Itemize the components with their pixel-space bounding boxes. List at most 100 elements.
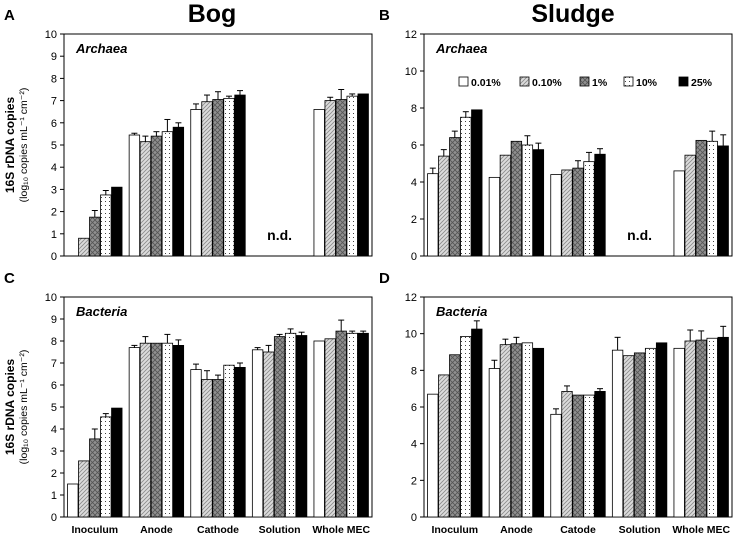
bar — [128, 347, 141, 518]
bar — [139, 141, 152, 257]
bar — [111, 407, 123, 518]
legend-swatch-3 — [623, 76, 634, 87]
bar — [644, 347, 657, 518]
bar — [335, 330, 347, 518]
bar — [684, 340, 696, 518]
bar — [471, 328, 483, 518]
not-detected-annotation: n.d. — [627, 227, 652, 243]
bar — [583, 161, 595, 257]
bar — [190, 369, 202, 518]
category-group: Solution — [251, 328, 308, 536]
bar — [273, 336, 286, 518]
y-tick-label: 4 — [51, 424, 57, 436]
panel-title: Archaea — [75, 41, 127, 56]
bar — [706, 337, 718, 518]
bar — [161, 342, 174, 518]
y-tick-label: 7 — [51, 358, 57, 370]
bar — [427, 393, 439, 518]
bar — [346, 332, 358, 518]
category-group: Inoculum — [427, 320, 483, 536]
bar — [357, 93, 369, 257]
bar — [499, 154, 512, 257]
y-tick-label: 0 — [411, 512, 417, 524]
y-tick-label: 6 — [411, 402, 417, 414]
x-category-label: Anode — [500, 524, 533, 536]
y-tick-label: 8 — [51, 336, 57, 348]
x-category-label: Cathode — [197, 524, 239, 536]
bar — [223, 364, 235, 518]
y-tick-label: 8 — [411, 365, 417, 377]
bar — [695, 339, 707, 518]
y-axis-label-units: (log₁₀ copies mL⁻¹ cm⁻²) — [18, 88, 30, 203]
x-category-label: Whole MEC — [672, 524, 730, 536]
bar — [655, 342, 668, 518]
x-category-label: Whole MEC — [312, 524, 370, 536]
panel-label-c: C — [4, 270, 15, 287]
y-tick-label: 2 — [411, 214, 417, 226]
bar — [510, 343, 523, 518]
y-tick-label: 0 — [51, 251, 57, 263]
bar — [633, 352, 646, 518]
bar — [150, 135, 163, 257]
bar — [78, 237, 90, 257]
y-tick-label: 4 — [51, 162, 57, 174]
y-tick-label: 10 — [405, 66, 417, 78]
bar — [449, 137, 461, 257]
bar — [212, 99, 224, 257]
bar — [201, 379, 213, 518]
bar — [673, 347, 685, 518]
panel-title: Archaea — [435, 41, 487, 56]
x-category-label: Inoculum — [431, 524, 478, 536]
bar — [139, 342, 152, 518]
y-tick-label: 12 — [405, 29, 417, 41]
y-tick-label: 9 — [51, 51, 57, 63]
bar — [471, 109, 483, 257]
category-group: Catode — [550, 385, 606, 536]
bar — [234, 94, 246, 257]
panel-label-d: D — [379, 270, 390, 287]
bar — [100, 194, 112, 257]
y-tick-label: 2 — [51, 468, 57, 480]
bar — [717, 336, 729, 518]
y-tick-label: 3 — [51, 446, 57, 458]
bar — [357, 332, 369, 518]
bar — [111, 186, 123, 257]
bar — [521, 144, 534, 257]
y-tick-label: 2 — [411, 475, 417, 487]
category-group — [190, 90, 246, 257]
bar — [510, 140, 523, 257]
bar — [550, 174, 562, 257]
bar — [488, 176, 501, 257]
y-tick-label: 2 — [51, 207, 57, 219]
bar — [313, 109, 325, 257]
category-group — [313, 89, 369, 257]
bar — [100, 416, 112, 518]
bar — [150, 342, 163, 518]
panel-C: 0 1 2 3 4 5 6 7 8 9 10 Bacteria Inoculum Anode Cathode… — [45, 292, 373, 536]
y-tick-label: 1 — [51, 229, 57, 241]
category-group: Anode — [128, 333, 185, 536]
y-tick-label: 4 — [411, 439, 417, 451]
y-tick-label: 10 — [45, 29, 57, 41]
panel-title: Bacteria — [76, 304, 127, 319]
y-axis-label-bottom: 16S rDNA copies (log₁₀ copies mL⁻¹ cm⁻²) — [3, 350, 30, 465]
category-group: n.d. — [627, 227, 652, 243]
x-category-label: Solution — [259, 524, 301, 536]
y-tick-label: 5 — [51, 402, 57, 414]
y-tick-label: 8 — [51, 73, 57, 85]
bar — [438, 155, 450, 257]
bar — [532, 347, 545, 518]
bar — [324, 338, 336, 518]
not-detected-annotation: n.d. — [267, 227, 292, 243]
legend-swatch-4 — [678, 76, 689, 87]
category-group: Whole MEC — [672, 325, 730, 536]
bar — [572, 394, 584, 518]
category-group: Solution — [611, 336, 668, 536]
y-tick-label: 10 — [45, 292, 57, 304]
category-group — [78, 186, 123, 257]
bar — [460, 116, 472, 257]
legend-swatch-0 — [458, 76, 469, 87]
bar — [561, 391, 573, 518]
bar — [438, 374, 450, 518]
